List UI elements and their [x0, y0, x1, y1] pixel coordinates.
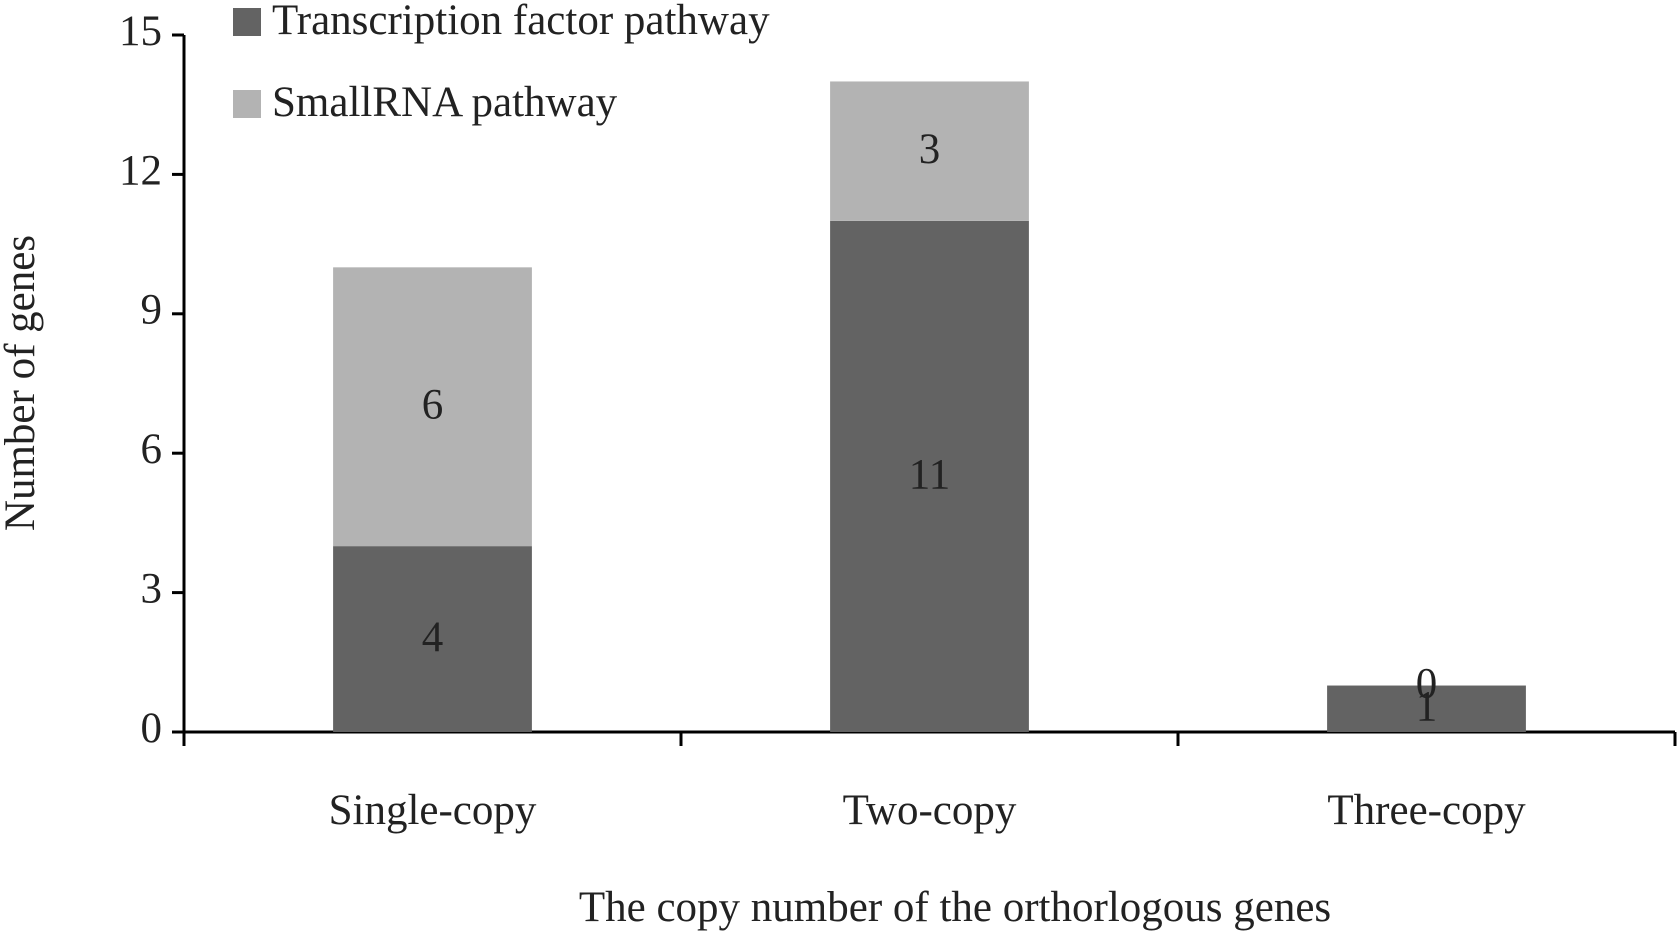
legend-label: SmallRNA pathway	[272, 79, 618, 126]
x-tick-label: Two-copy	[843, 787, 1017, 834]
bar-segment	[333, 267, 532, 547]
x-axis-title: The copy number of the orthorlogous gene…	[579, 884, 1331, 931]
bar-segment	[333, 546, 532, 732]
value-label: 11	[909, 451, 950, 498]
value-label: 1	[1416, 684, 1438, 731]
bar-segment	[1327, 685, 1526, 732]
y-tick-label: 9	[141, 287, 163, 334]
value-label: 6	[422, 382, 444, 429]
y-axis-title: Number of genes	[0, 235, 44, 531]
value-label: 3	[919, 126, 941, 173]
y-tick-label: 6	[141, 426, 163, 473]
y-tick-label: 15	[119, 8, 162, 55]
legend-label: Transcription factor pathway	[272, 0, 770, 44]
legend-swatch	[233, 90, 261, 118]
bar-segment	[830, 81, 1029, 221]
y-tick-label: 12	[119, 147, 162, 194]
x-tick-label: Single-copy	[329, 787, 537, 834]
legend-swatch	[233, 8, 261, 36]
bar-segment	[830, 220, 1029, 732]
value-label: 0	[1416, 660, 1438, 707]
y-tick-label: 0	[141, 705, 163, 752]
x-tick-label: Three-copy	[1327, 787, 1526, 834]
y-tick-label: 3	[141, 565, 163, 612]
value-label: 4	[422, 614, 444, 661]
